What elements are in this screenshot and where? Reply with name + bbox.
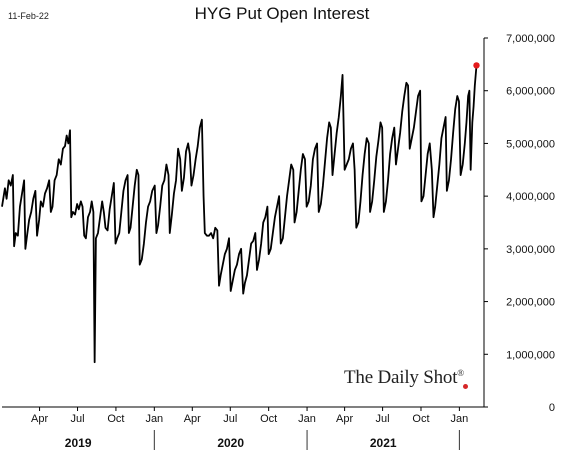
y-tick-label: 5,000,000 [506, 138, 555, 150]
x-tick-label: Jul [376, 413, 390, 425]
x-tick-label: Jan [145, 413, 163, 425]
year-label: 2020 [217, 436, 244, 450]
watermark-logo: The Daily Shot® [344, 367, 464, 389]
x-tick-label: Oct [260, 413, 277, 425]
plot-area [1, 62, 480, 364]
x-tick-label: Apr [184, 413, 201, 425]
date-label: 11-Feb-22 [8, 11, 49, 21]
year-label: 2019 [65, 436, 92, 450]
y-tick-label: 1,000,000 [506, 349, 555, 361]
x-tick-label: Apr [31, 413, 48, 425]
x-tick-label: Jan [298, 413, 316, 425]
registered-mark: ® [457, 368, 464, 378]
y-tick-label: 7,000,000 [506, 33, 555, 45]
watermark-dot [463, 384, 468, 389]
chart-title: HYG Put Open Interest [194, 4, 370, 23]
y-axis-ticks: 7,000,000 6,000,000 5,000,000 4,000,000 3,00… [483, 33, 555, 414]
y-tick-label: 3,000,000 [506, 244, 555, 256]
y-tick-label: 4,000,000 [506, 191, 555, 203]
x-tick-label: Oct [107, 413, 124, 425]
x-tick-label: Apr [336, 413, 353, 425]
year-label: 2021 [370, 436, 397, 450]
series-line [1, 65, 478, 364]
x-tick-label: Jul [71, 413, 85, 425]
x-tick-label: Oct [412, 413, 429, 425]
watermark-text: The Daily Shot [344, 367, 458, 388]
x-tick-label: Jan [451, 413, 469, 425]
x-tick-label: Jul [223, 413, 237, 425]
y-tick-label: 6,000,000 [506, 86, 555, 98]
y-tick-label: 0 [549, 402, 555, 414]
x-axis: Apr Jul Oct Jan Apr Jul Oct Jan Apr Jul Oct Jan 2019… [2, 406, 484, 450]
last-point-marker [473, 62, 480, 69]
y-tick-label: 2,000,000 [506, 297, 555, 309]
